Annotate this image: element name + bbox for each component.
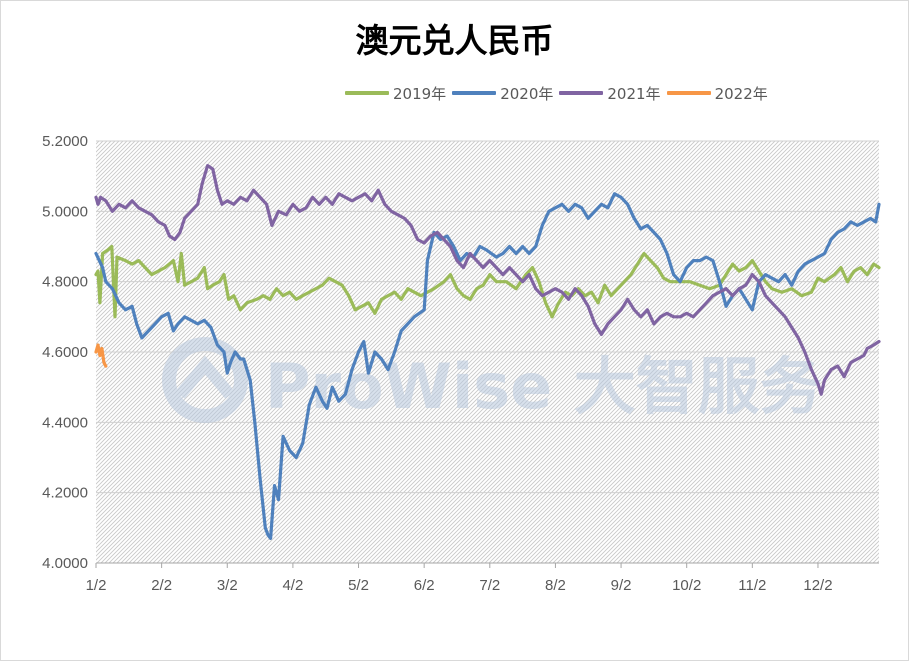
x-tick-label: 10/2 bbox=[672, 577, 701, 594]
y-tick-label: 4.6000 bbox=[42, 344, 88, 361]
x-tick-label: 5/2 bbox=[348, 577, 369, 594]
series-line-2019 bbox=[94, 244, 881, 319]
legend-label-2020: 2020年 bbox=[500, 84, 554, 103]
legend-swatch-2020 bbox=[452, 91, 497, 95]
x-tick-label: 8/2 bbox=[545, 577, 566, 594]
watermark-logo-icon bbox=[162, 337, 248, 423]
watermark-text: ProWise 大智服务 bbox=[265, 350, 822, 423]
chart-title: 澳元兑人民币 bbox=[355, 21, 554, 60]
x-tick-label: 9/2 bbox=[611, 577, 632, 594]
x-tick-label: 12/2 bbox=[803, 577, 832, 594]
x-tick-label: 4/2 bbox=[282, 577, 303, 594]
y-tick-label: 4.4000 bbox=[42, 414, 88, 431]
watermark: ProWise 大智服务 bbox=[162, 337, 822, 423]
x-tick-label: 6/2 bbox=[414, 577, 435, 594]
y-tick-label: 5.0000 bbox=[42, 203, 88, 220]
x-axis: 1/2 2/2 3/2 4/2 5/2 6/2 7/2 8/2 9/2 10/2 11/2 12/2 bbox=[86, 563, 833, 594]
y-tick-label: 5.2000 bbox=[42, 133, 88, 150]
legend-item-2019: 2019年 bbox=[345, 83, 446, 104]
legend-item-2021: 2021年 bbox=[559, 83, 661, 104]
x-tick-label: 7/2 bbox=[479, 577, 500, 594]
y-tick-label: 4.8000 bbox=[42, 274, 88, 291]
legend-swatch-2022 bbox=[666, 91, 711, 95]
series-line-2022 bbox=[94, 343, 108, 368]
x-tick-label: 1/2 bbox=[86, 577, 107, 594]
legend-swatch-2021 bbox=[559, 91, 604, 95]
x-tick-label: 11/2 bbox=[738, 577, 766, 594]
x-tick-label: 3/2 bbox=[217, 577, 238, 594]
series-lines bbox=[94, 164, 881, 541]
y-tick-label: 4.2000 bbox=[42, 485, 88, 502]
legend-item-2022: 2022年 bbox=[666, 83, 768, 104]
x-tick-label: 2/2 bbox=[151, 577, 172, 594]
series-line-2020 bbox=[94, 192, 881, 541]
legend-swatch-2019 bbox=[345, 91, 389, 95]
legend-item-2020: 2020年 bbox=[452, 83, 553, 104]
legend-label-2019: 2019年 bbox=[393, 84, 447, 103]
y-tick-label: 4.0000 bbox=[42, 555, 88, 572]
legend-label-2022: 2022年 bbox=[714, 84, 768, 103]
y-axis: 4.0000 4.2000 4.4000 4.6000 4.8000 5.0000 5.20… bbox=[42, 133, 88, 572]
legend-label-2021: 2021年 bbox=[607, 84, 661, 103]
series-line-2021 bbox=[94, 164, 881, 396]
legend: 2019年 2020年 2021年 2022年 bbox=[345, 83, 774, 103]
